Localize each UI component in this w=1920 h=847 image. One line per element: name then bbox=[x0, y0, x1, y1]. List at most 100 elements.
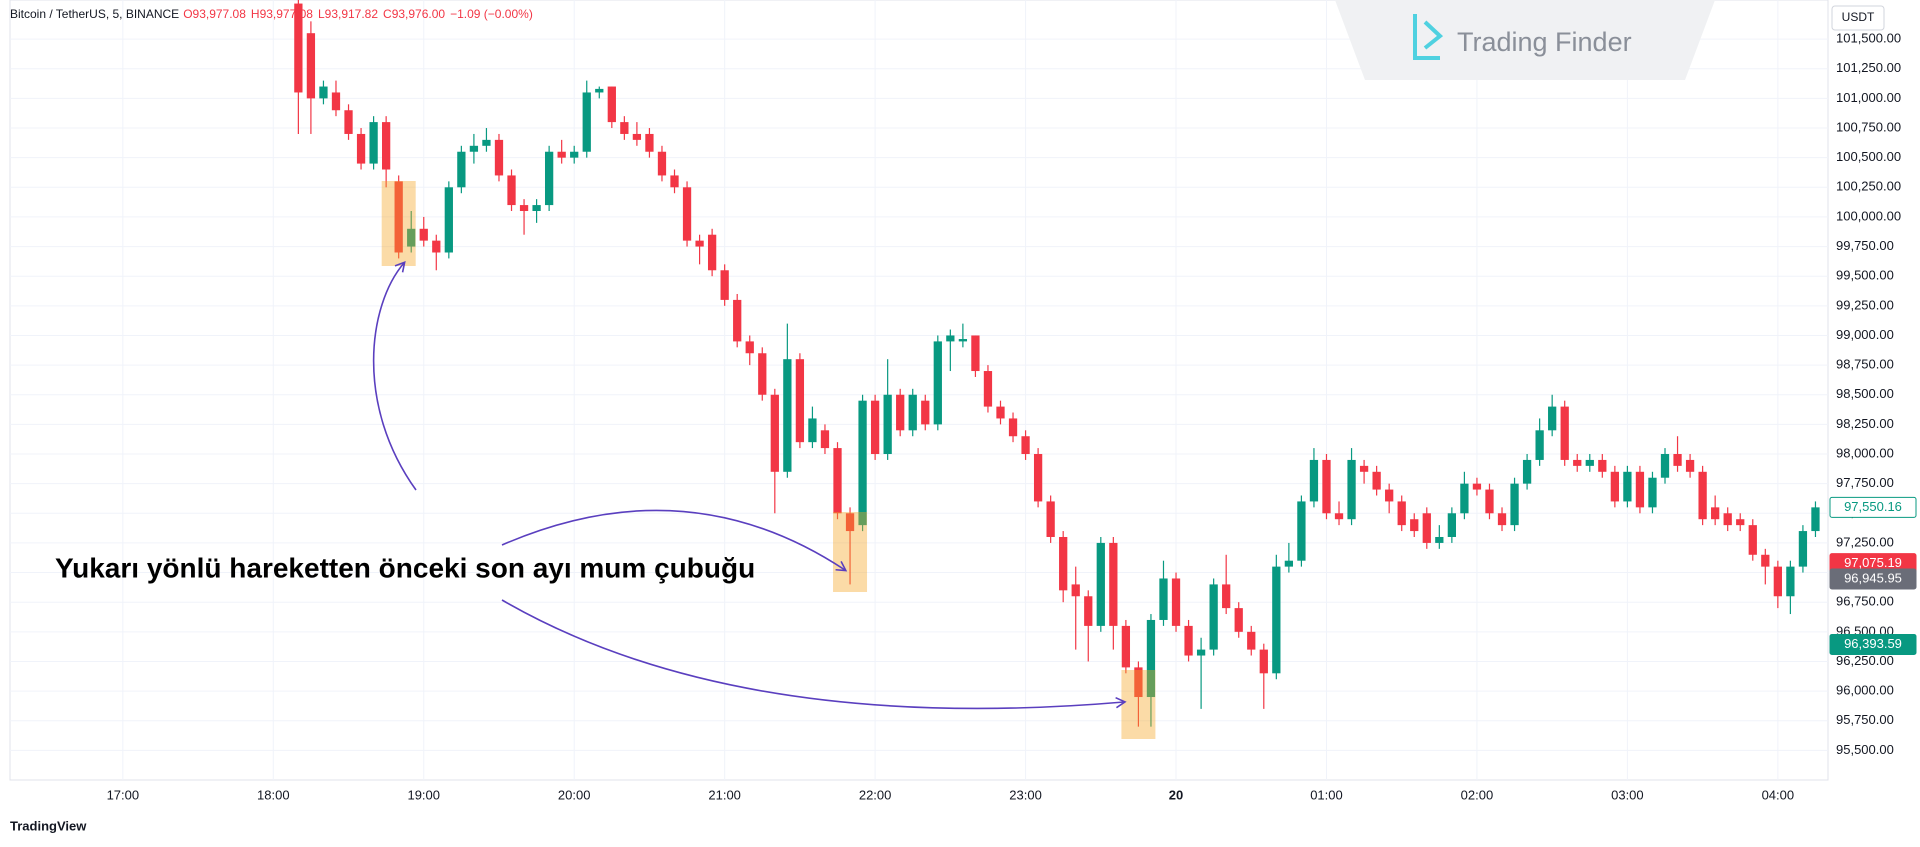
x-tick-label: 20:00 bbox=[558, 787, 591, 802]
candles bbox=[294, 0, 1820, 727]
candle-body bbox=[958, 339, 968, 342]
candle-body bbox=[1096, 542, 1105, 626]
candle-body bbox=[356, 133, 366, 164]
plot-frame bbox=[9, 0, 1829, 781]
candle-body bbox=[707, 234, 717, 271]
price-label-box bbox=[1829, 568, 1917, 590]
candle-body bbox=[544, 151, 554, 206]
candle-body bbox=[971, 335, 980, 372]
highlights bbox=[381, 181, 1156, 739]
candle-body bbox=[983, 371, 993, 407]
logo-text: Trading Finder bbox=[1457, 27, 1632, 57]
candle-body bbox=[444, 187, 453, 253]
y-tick-label: 100,500.00 bbox=[1836, 149, 1901, 164]
candle-body bbox=[1761, 554, 1770, 567]
candle-body bbox=[331, 92, 341, 111]
candle-body bbox=[1297, 501, 1306, 561]
x-tick-label: 04:00 bbox=[1762, 787, 1795, 802]
candle-body bbox=[1623, 471, 1632, 502]
candle-body bbox=[1736, 519, 1745, 526]
x-tick-label: 18:00 bbox=[257, 787, 290, 802]
footer: TradingView bbox=[10, 818, 87, 833]
x-tick-label: 03:00 bbox=[1611, 787, 1644, 802]
candle-body bbox=[1748, 525, 1757, 555]
candle-body bbox=[469, 145, 479, 152]
candle-body bbox=[833, 448, 842, 514]
x-tick-label: 20 bbox=[1169, 787, 1183, 802]
candle-body bbox=[1159, 578, 1168, 620]
price-label: 96,945.95 bbox=[1844, 570, 1902, 585]
symbol: Bitcoin / TetherUS, 5, BINANCE bbox=[10, 7, 179, 21]
candle-body bbox=[695, 240, 704, 247]
candle-body bbox=[670, 175, 679, 188]
candle-body bbox=[1359, 465, 1369, 472]
y-tick-label: 100,750.00 bbox=[1836, 119, 1901, 134]
candle-body bbox=[607, 86, 616, 123]
candle-body bbox=[1573, 459, 1582, 466]
candle-body bbox=[407, 228, 416, 247]
candle-body bbox=[858, 400, 867, 526]
y-tick-label: 98,250.00 bbox=[1836, 416, 1894, 431]
candle-body bbox=[1447, 513, 1456, 537]
x-tick-label: 01:00 bbox=[1310, 787, 1343, 802]
candle-body bbox=[1084, 596, 1093, 626]
ohlc-value: C93,976.00 bbox=[383, 7, 445, 21]
price-label: 96,393.59 bbox=[1844, 636, 1902, 651]
candle-body bbox=[1184, 625, 1193, 656]
candle-body bbox=[1711, 507, 1720, 520]
candle-body bbox=[482, 139, 491, 146]
candle-body bbox=[1798, 531, 1808, 567]
y-tick-label: 95,750.00 bbox=[1836, 712, 1894, 727]
currency: USDT bbox=[1842, 10, 1875, 24]
y-tick-label: 101,500.00 bbox=[1836, 31, 1901, 46]
x-tick-label: 22:00 bbox=[859, 787, 892, 802]
y-tick-label: 98,000.00 bbox=[1836, 445, 1894, 460]
y-tick-label: 98,500.00 bbox=[1836, 386, 1894, 401]
candle-body bbox=[1385, 489, 1394, 502]
y-tick-label: 99,750.00 bbox=[1836, 238, 1894, 253]
candle-body bbox=[921, 400, 930, 425]
candle-body bbox=[1259, 649, 1268, 674]
candle-body bbox=[1121, 625, 1131, 668]
candle-body bbox=[457, 151, 466, 188]
y-tick-label: 96,750.00 bbox=[1836, 594, 1894, 609]
candle-body bbox=[394, 181, 403, 253]
candle-body bbox=[1435, 536, 1444, 543]
candle-body bbox=[1673, 454, 1682, 466]
candle-body bbox=[1347, 459, 1356, 520]
price-label: 97,550.16 bbox=[1844, 499, 1902, 514]
candle-body bbox=[1660, 454, 1670, 478]
candle-body bbox=[720, 270, 729, 300]
candle-body bbox=[570, 151, 579, 158]
y-tick-label: 95,500.00 bbox=[1836, 742, 1894, 757]
currency-box bbox=[1831, 5, 1885, 31]
candle-body bbox=[1560, 406, 1569, 460]
candle-body bbox=[1811, 507, 1820, 532]
candle-body bbox=[1222, 584, 1231, 609]
candle-body bbox=[1322, 459, 1331, 514]
candle-body bbox=[369, 122, 378, 164]
candle-body bbox=[632, 133, 642, 140]
candle-body bbox=[1234, 608, 1243, 632]
price-label-box bbox=[1829, 633, 1917, 655]
candle-body bbox=[896, 394, 905, 431]
candle-body bbox=[845, 513, 855, 532]
candle-body bbox=[532, 205, 541, 212]
highlight-box bbox=[381, 181, 416, 266]
annotation: Yukarı yönlü hareketten önceki son ayı m… bbox=[55, 552, 755, 583]
candle-body bbox=[1648, 477, 1657, 508]
candle-body bbox=[595, 88, 604, 93]
logo-icon bbox=[1413, 14, 1444, 60]
candle-body bbox=[419, 228, 428, 241]
y-tick-label: 100,250.00 bbox=[1836, 179, 1901, 194]
candle-body bbox=[820, 430, 830, 449]
candle-body bbox=[620, 122, 629, 134]
candle-body bbox=[306, 33, 316, 99]
candle-body bbox=[783, 359, 792, 472]
ohlc-value: H93,977.08 bbox=[251, 7, 313, 21]
y-tick-label: 100,000.00 bbox=[1836, 208, 1901, 223]
candle-body bbox=[645, 133, 654, 152]
candle-body bbox=[933, 341, 942, 425]
candle-body bbox=[1460, 483, 1469, 514]
